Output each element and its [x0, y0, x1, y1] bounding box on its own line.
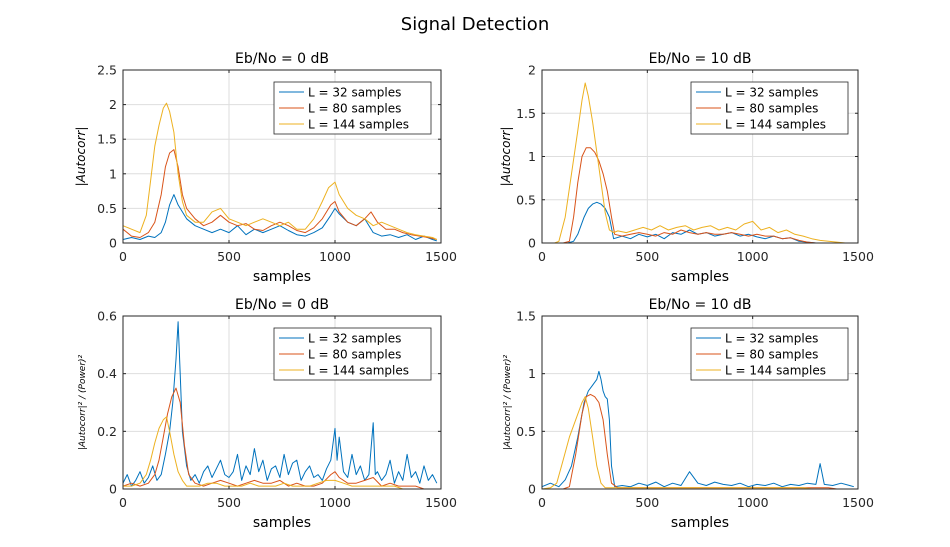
x-tick-label: 1500	[842, 495, 874, 510]
legend-label-2: L = 80 samples	[725, 347, 818, 361]
chart-title: Eb/No = 10 dB	[649, 51, 752, 67]
series-line-1	[542, 201, 854, 243]
legend-label-1: L = 32 samples	[725, 85, 818, 99]
x-tick-label: 1500	[425, 249, 457, 264]
x-tick-label: 1000	[319, 495, 351, 510]
chart-title: Eb/No = 0 dB	[235, 51, 329, 67]
legend: L = 32 samples L = 80 samples L = 144 samp…	[273, 81, 432, 135]
y-tick-label: 2.5	[97, 63, 117, 78]
x-tick-label: 1500	[425, 495, 457, 510]
chart-4: 0 500 1000 1500 0 0.5 1 1.5 Eb/No = 10 dB samples…	[503, 297, 874, 531]
y-tick-label: 0	[109, 236, 117, 251]
series-line-1	[542, 370, 854, 488]
series-line-1	[123, 194, 437, 242]
legend-label-1: L = 32 samples	[308, 331, 401, 345]
x-axis-label: samples	[671, 515, 729, 531]
y-tick-label: 1	[528, 366, 536, 381]
x-tick-label: 0	[538, 495, 546, 510]
y-axis-label: |Autocorr|	[74, 127, 88, 187]
y-axis-label: |Autocorr|² / (Power)²	[78, 354, 88, 450]
legend-label-1: L = 32 samples	[725, 331, 818, 345]
y-tick-label: 1.5	[97, 132, 117, 147]
legend-label-2: L = 80 samples	[725, 101, 818, 115]
series-line-2	[123, 387, 437, 489]
x-tick-label: 500	[217, 495, 241, 510]
legend: L = 32 samples L = 80 samples L = 144 samp…	[690, 81, 849, 135]
x-tick-label: 500	[635, 495, 659, 510]
series-line-3	[123, 102, 438, 240]
x-tick-label: 1000	[319, 249, 351, 264]
x-tick-label: 0	[119, 249, 127, 264]
chart-title: Eb/No = 0 dB	[235, 297, 329, 313]
legend-label-1: L = 32 samples	[308, 85, 401, 99]
x-axis-label: samples	[671, 269, 729, 285]
x-tick-label: 500	[635, 249, 659, 264]
legend-label-3: L = 144 samples	[308, 363, 409, 377]
legend-label-3: L = 144 samples	[725, 117, 826, 131]
y-tick-label: 0	[528, 482, 536, 497]
y-tick-label: 1.5	[516, 106, 536, 121]
legend: L = 32 samples L = 80 samples L = 144 samp…	[273, 327, 432, 381]
y-tick-label: 2	[528, 63, 536, 78]
x-tick-label: 500	[217, 249, 241, 264]
series-line-1	[123, 321, 438, 487]
legend-label-2: L = 80 samples	[308, 347, 401, 361]
axes-box	[122, 69, 442, 244]
legend: L = 32 samples L = 80 samples L = 144 samp…	[690, 327, 849, 381]
y-tick-label: 0.2	[97, 424, 117, 439]
chart-title: Eb/No = 10 dB	[649, 297, 752, 313]
y-axis-label: |Autocorr|	[499, 127, 513, 187]
chart-3: 0 500 1000 1500 0 0.2 0.4 0.6 Eb/No = 0 dB sample…	[78, 297, 457, 531]
y-tick-label: 0.5	[516, 424, 536, 439]
legend-label-2: L = 80 samples	[308, 101, 401, 115]
y-tick-label: 0.5	[97, 201, 117, 216]
x-tick-label: 0	[119, 495, 127, 510]
y-tick-label: 0	[528, 236, 536, 251]
series-line-2	[542, 147, 854, 243]
y-tick-label: 0.6	[97, 309, 117, 324]
x-axis-label: samples	[253, 515, 311, 531]
y-tick-label: 0.5	[516, 192, 536, 207]
y-tick-label: 1	[528, 149, 536, 164]
series-line-2	[123, 149, 437, 240]
y-tick-label: 0.4	[97, 366, 117, 381]
legend-label-3: L = 144 samples	[308, 117, 409, 131]
series-line-3	[542, 82, 854, 243]
y-tick-label: 2	[109, 97, 117, 112]
legend-label-3: L = 144 samples	[725, 363, 826, 377]
x-tick-label: 0	[538, 249, 546, 264]
x-tick-label: 1000	[737, 249, 769, 264]
x-axis-label: samples	[253, 269, 311, 285]
series-line-3	[542, 396, 854, 489]
chart-2: 0 500 1000 1500 0 0.5 1 1.5 2 Eb/No = 10 dB sample…	[499, 51, 874, 285]
chart-1: 0 500 1000 1500 0 0.5 1 1.5 2 2.5 Eb/No = 0 dB samp…	[74, 51, 457, 285]
y-tick-label: 1	[109, 166, 117, 181]
axes-box	[541, 315, 859, 490]
figure-title: Signal Detection	[400, 14, 550, 35]
axes-box	[122, 315, 442, 490]
x-tick-label: 1500	[842, 249, 874, 264]
x-tick-label: 1000	[737, 495, 769, 510]
y-tick-label: 1.5	[516, 309, 536, 324]
y-tick-label: 0	[109, 482, 117, 497]
series-line-3	[123, 416, 437, 489]
y-axis-label: |Autocorr|² / (Power)²	[503, 354, 513, 450]
